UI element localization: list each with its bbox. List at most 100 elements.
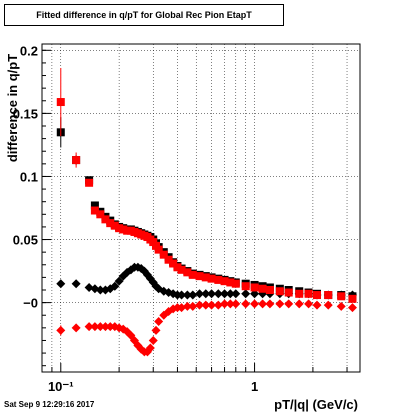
series-2 [56, 67, 357, 303]
data-point [90, 201, 99, 210]
data-point [148, 335, 158, 345]
data-point [214, 275, 223, 284]
data-point [347, 303, 357, 313]
data-point [114, 276, 124, 286]
data-point [106, 219, 115, 228]
y-axis-label: difference in q/pT [5, 54, 20, 162]
data-point [250, 289, 260, 299]
data-point [275, 287, 284, 296]
data-point [207, 274, 216, 283]
data-point [231, 289, 241, 299]
data-point [207, 289, 217, 299]
data-point [110, 281, 120, 291]
data-point [188, 301, 198, 311]
data-point [95, 322, 105, 332]
data-point [324, 291, 333, 300]
data-point [284, 288, 293, 297]
data-point [241, 282, 250, 291]
data-point [225, 289, 235, 299]
data-point [213, 289, 223, 299]
data-point [115, 224, 124, 233]
data-point [177, 290, 187, 300]
timestamp: Sat Sep 9 12:29:16 2017 [4, 400, 95, 409]
y-tick-label: −0 [23, 296, 38, 311]
data-point [258, 299, 268, 309]
y-tick-label: 0.15 [13, 106, 38, 121]
data-point [169, 259, 178, 268]
data-point [195, 289, 205, 299]
axis-ticks [41, 49, 348, 372]
data-point [195, 272, 204, 281]
data-point [154, 317, 164, 327]
data-point [226, 278, 235, 287]
x-tick-label: 10⁻¹ [48, 379, 74, 394]
y-tick-label: 0.05 [13, 233, 38, 248]
series-3 [56, 299, 357, 357]
data-point [56, 279, 66, 289]
x-tick-label: 1 [251, 379, 258, 394]
data-point [265, 299, 275, 309]
data-point [312, 300, 322, 310]
data-point [101, 215, 110, 224]
data-point [195, 300, 205, 310]
data-point [100, 322, 110, 332]
data-point [284, 299, 294, 309]
data-point [188, 290, 198, 300]
data-point [183, 268, 192, 277]
data-point [154, 245, 163, 254]
data-point [182, 301, 192, 311]
y-tick-label: 0.1 [20, 169, 38, 184]
data-point [151, 325, 161, 335]
data-point [105, 322, 115, 332]
data-point [177, 265, 186, 274]
data-point [275, 299, 285, 309]
data-point [323, 300, 333, 310]
data-point [220, 299, 230, 309]
data-point [337, 292, 346, 301]
data-point [294, 299, 304, 309]
data-point [201, 273, 210, 282]
y-tick-label: 0.2 [20, 43, 38, 58]
data-point [241, 299, 251, 309]
x-axis-label: pT/|q| (GeV/c) [274, 397, 358, 412]
data-point [71, 279, 81, 289]
data-point [207, 300, 217, 310]
data-point [159, 250, 168, 259]
data-point [241, 289, 251, 299]
data-point [220, 289, 230, 299]
data-point [164, 255, 173, 264]
data-point [71, 323, 81, 333]
series-layer [56, 67, 357, 357]
data-point [95, 285, 105, 295]
data-point [90, 206, 99, 215]
chart-title: Fitted difference in q/pT for Global Rec… [4, 4, 284, 26]
data-point [84, 282, 94, 292]
data-point [182, 290, 192, 300]
data-point [177, 303, 187, 313]
data-point [304, 299, 314, 309]
data-point [173, 263, 182, 272]
data-point [201, 289, 211, 299]
data-point [304, 289, 313, 298]
data-point [231, 299, 241, 309]
data-point [56, 325, 66, 335]
data-point [188, 270, 197, 279]
data-point [313, 291, 322, 300]
data-point [56, 98, 65, 107]
data-point [145, 343, 155, 353]
data-point [250, 283, 259, 292]
data-point [265, 286, 274, 294]
data-point [72, 156, 81, 165]
data-point [348, 294, 357, 303]
data-point [225, 299, 235, 309]
data-point [110, 221, 119, 230]
data-point [213, 300, 223, 310]
data-point [201, 300, 211, 310]
data-point [250, 299, 260, 309]
tick-labels: 10⁻¹ 1 −0 0.05 0.1 0.15 0.2 [13, 43, 258, 394]
data-point [85, 178, 94, 187]
data-point [96, 210, 105, 219]
data-point [84, 322, 94, 332]
data-point [231, 279, 240, 288]
